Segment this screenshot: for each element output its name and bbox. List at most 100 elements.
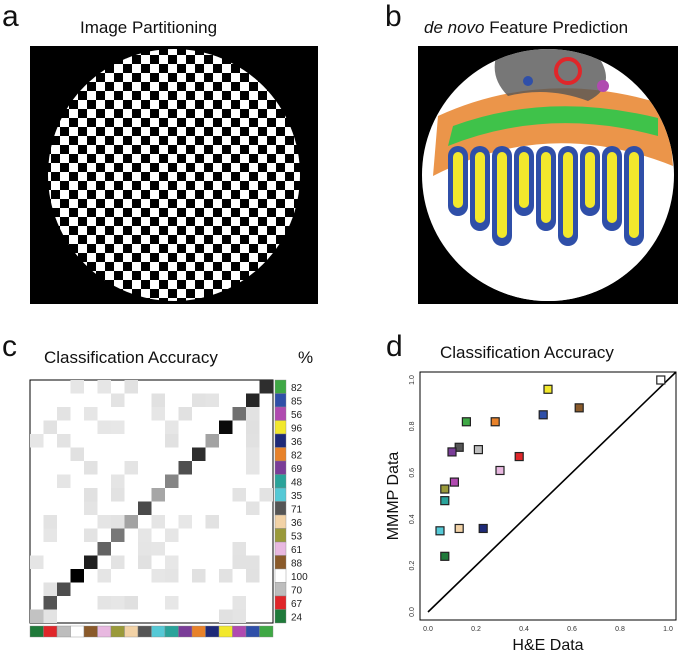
matrix-cell — [97, 569, 111, 583]
bottom-class-swatch — [245, 625, 260, 638]
panel-d-title: Classification Accuracy — [440, 343, 614, 362]
bottom-class-swatch — [218, 625, 233, 638]
accuracy-percent-label: 36 — [291, 437, 303, 448]
matrix-diagonal-cell — [232, 407, 246, 421]
matrix-cell — [205, 393, 219, 407]
matrix-cell — [178, 515, 192, 529]
matrix-cell — [84, 488, 98, 502]
matrix-cell — [165, 528, 179, 542]
bottom-class-swatch — [178, 625, 193, 638]
x-tick-label: 0.2 — [471, 626, 481, 633]
class-color-swatch — [274, 393, 287, 408]
bottom-class-swatch — [83, 625, 98, 638]
accuracy-percent-label: 85 — [291, 396, 303, 407]
accuracy-percent-label: 53 — [291, 531, 303, 542]
panel-b-title-rest: Feature Prediction — [484, 18, 629, 37]
matrix-cell — [138, 542, 152, 556]
matrix-cell — [111, 515, 125, 529]
matrix-cell — [246, 407, 260, 421]
matrix-cell — [192, 393, 206, 407]
scatter-point — [461, 417, 472, 427]
scatter-point — [538, 410, 548, 420]
panel-letter-c: c — [2, 330, 17, 363]
scatter-point — [495, 465, 505, 476]
matrix-cell — [97, 420, 111, 434]
matrix-cell — [178, 407, 192, 421]
matrix-cell — [151, 569, 165, 583]
y-tick-label: 0.0 — [409, 607, 416, 617]
bottom-class-swatch — [43, 625, 58, 638]
matrix-cell — [84, 407, 98, 421]
class-color-swatch — [274, 568, 287, 583]
matrix-cell — [219, 569, 233, 583]
x-tick-label: 0.0 — [423, 626, 433, 633]
matrix-diagonal-cell — [111, 528, 125, 542]
matrix-cell — [205, 515, 219, 529]
confusion-matrix-chart: 82 85 56 96 36 82 69 48 35 71 36 53 61 88 100 70 67 24 — [29, 379, 308, 638]
matrix-diagonal-cell — [138, 501, 152, 515]
x-tick-label: 0.6 — [567, 626, 577, 633]
scatter-point — [656, 375, 666, 385]
matrix-cell — [97, 380, 111, 394]
class-color-swatch — [274, 609, 287, 624]
matrix-cell — [165, 569, 179, 583]
matrix-cell — [111, 420, 125, 434]
percent-label: % — [298, 348, 314, 367]
matrix-cell — [111, 488, 125, 502]
class-color-swatch — [274, 447, 287, 462]
matrix-cell — [165, 434, 179, 448]
feature-prediction-image — [418, 46, 678, 304]
accuracy-percent-label: 67 — [291, 599, 303, 610]
matrix-cell — [151, 407, 165, 421]
matrix-cell — [43, 420, 57, 434]
scatter-point — [440, 551, 450, 561]
y-tick-label: 0.6 — [409, 468, 416, 478]
matrix-diagonal-cell — [259, 380, 273, 394]
bottom-class-swatch — [232, 625, 247, 638]
class-color-swatch — [274, 433, 287, 448]
accuracy-percent-label: 100 — [291, 572, 308, 583]
scatter-point — [574, 403, 584, 413]
matrix-diagonal-cell — [205, 434, 219, 448]
x-tick-label: 0.8 — [615, 626, 625, 633]
bottom-class-swatch — [110, 625, 125, 638]
class-color-swatch — [274, 487, 287, 502]
bottom-class-swatch — [164, 625, 179, 638]
accuracy-scatter-chart: 0.0 0.2 0.4 0.6 0.8 1.0 0.0 0.2 0.4 0.6 0.8 1.0 H&E … — [385, 371, 677, 651]
matrix-cell — [232, 609, 246, 623]
bottom-class-swatch — [56, 625, 71, 638]
matrix-cell — [259, 488, 273, 502]
matrix-cell — [232, 555, 246, 569]
scatter-point — [447, 447, 457, 457]
matrix-cell — [30, 555, 44, 569]
matrix-cell — [43, 528, 57, 542]
scatter-point — [514, 451, 524, 462]
identity-line — [427, 371, 677, 613]
accuracy-percent-label: 35 — [291, 491, 303, 502]
x-tick-label: 0.4 — [519, 626, 529, 633]
bottom-class-swatch — [137, 625, 152, 638]
matrix-cell — [165, 420, 179, 434]
panel-letter-d: d — [386, 330, 403, 363]
matrix-cell — [43, 582, 57, 596]
matrix-cell — [232, 542, 246, 556]
matrix-cell — [84, 461, 98, 475]
class-color-swatch — [274, 541, 287, 556]
panel-c-title: Classification Accuracy — [44, 348, 218, 367]
accuracy-percent-label: 71 — [291, 504, 303, 515]
matrix-cell — [151, 542, 165, 556]
matrix-cell — [138, 555, 152, 569]
matrix-cell — [70, 447, 84, 461]
matrix-cell — [43, 609, 57, 623]
x-axis-label: H&E Data — [512, 637, 583, 651]
scatter-point — [449, 477, 460, 487]
scatter-point — [435, 526, 445, 536]
matrix-diagonal-cell — [97, 542, 111, 556]
matrix-cell — [124, 380, 138, 394]
bottom-class-swatch — [259, 625, 274, 638]
matrix-cell — [84, 501, 98, 515]
matrix-cell — [246, 447, 260, 461]
matrix-diagonal-cell — [43, 596, 57, 610]
class-color-swatch — [274, 555, 287, 570]
class-color-swatch — [274, 595, 287, 610]
